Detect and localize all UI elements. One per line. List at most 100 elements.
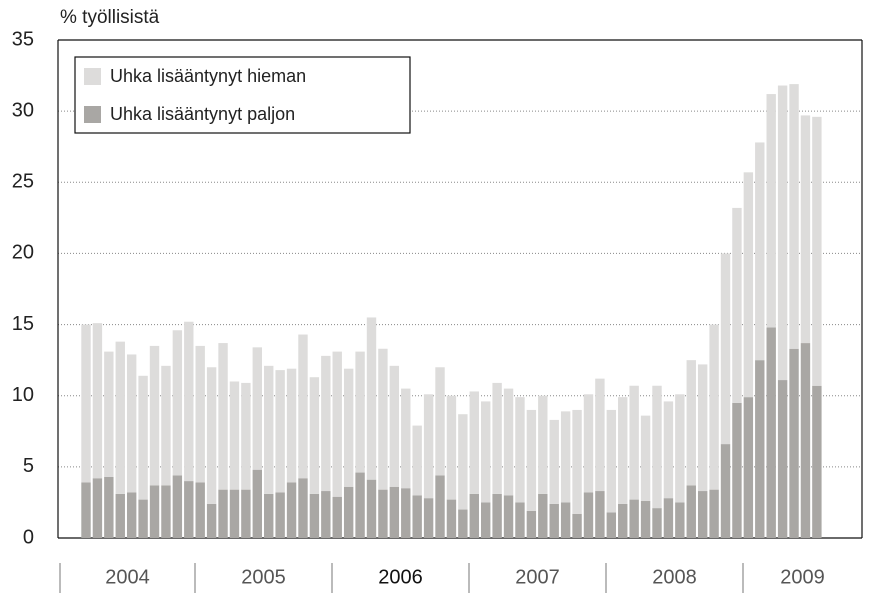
bar-segment — [435, 367, 445, 476]
bar-segment — [800, 343, 811, 538]
bar-segment — [229, 381, 240, 490]
bar-segment — [526, 510, 537, 538]
bar-segment — [389, 365, 400, 487]
bar-segment — [652, 385, 662, 509]
bar-segment — [526, 409, 537, 511]
bar-segment — [469, 391, 479, 494]
bar-segment — [629, 385, 639, 500]
bar-segment — [92, 478, 103, 538]
bar-segment — [606, 512, 617, 538]
legend-swatch — [84, 68, 101, 85]
bar-segment — [138, 375, 148, 500]
legend-swatch — [84, 106, 101, 123]
bar-segment — [503, 388, 514, 496]
bar-segment — [149, 345, 160, 486]
bar-segment — [652, 508, 662, 538]
bar-segment — [755, 360, 765, 538]
year-label: 2008 — [652, 566, 697, 588]
legend-box — [74, 56, 411, 134]
bar-segment — [538, 493, 548, 538]
bar-segment — [503, 495, 514, 538]
bar-segment — [766, 327, 776, 538]
bar-segment — [606, 409, 617, 513]
bar-segment — [241, 382, 251, 490]
y-tick-label: 20 — [12, 242, 34, 264]
bar-segment — [812, 385, 822, 538]
bar-segment — [538, 395, 548, 494]
bar-segment — [663, 401, 674, 499]
bar-segment — [366, 317, 377, 480]
bar-segment — [755, 142, 765, 361]
bar-segment — [663, 498, 674, 538]
bar-segment — [309, 493, 320, 538]
bar-segment — [423, 498, 434, 538]
bar-segment — [640, 415, 651, 502]
bar-segment — [618, 503, 628, 538]
bar-segment — [572, 409, 582, 514]
bar-segment — [675, 394, 685, 503]
year-label: 2005 — [241, 566, 286, 588]
bar-segment — [161, 485, 171, 538]
bar-segment — [401, 388, 411, 489]
bar-segment — [366, 479, 377, 538]
year-label: 2009 — [780, 566, 825, 588]
bar-segment — [115, 493, 125, 538]
y-tick-label: 5 — [23, 455, 34, 477]
bar-segment — [149, 485, 160, 538]
bar-segment — [286, 482, 297, 538]
bar-segment — [732, 402, 742, 538]
bar-segment — [275, 370, 285, 493]
bar-segment — [252, 347, 262, 470]
year-label: 2007 — [515, 566, 560, 588]
bar-segment — [709, 489, 719, 538]
y-tick-label: 0 — [23, 526, 34, 548]
bar-segment — [104, 351, 114, 477]
bar-segment — [195, 482, 205, 538]
bar-segment — [355, 472, 365, 538]
bar-segment — [515, 397, 525, 503]
bar-segment — [481, 401, 491, 503]
bar-segment — [549, 503, 559, 538]
legend-label: Uhka lisääntynyt hieman — [110, 66, 306, 86]
bar-segment — [321, 355, 331, 492]
y-tick-label: 10 — [12, 384, 34, 406]
bar-segment — [206, 503, 217, 538]
year-label: 2004 — [105, 566, 150, 588]
bar-segment — [492, 493, 502, 538]
bar-segment — [697, 364, 708, 492]
bar-segment — [812, 116, 822, 386]
bar-segment — [218, 343, 228, 490]
bar-segment — [92, 323, 103, 479]
bar-segment — [172, 475, 183, 538]
bar-segment — [195, 345, 205, 483]
bar-segment — [184, 481, 194, 538]
bar-segment — [766, 94, 776, 328]
legend-label: Uhka lisääntynyt paljon — [110, 104, 295, 124]
bar-segment — [264, 493, 274, 538]
bar-segment — [789, 84, 799, 349]
y-tick-label: 25 — [12, 171, 34, 193]
bar-segment — [309, 377, 320, 494]
bar-segment — [743, 172, 754, 398]
bar-segment — [789, 348, 799, 538]
bar-segment — [126, 354, 137, 493]
bar-segment — [720, 444, 731, 538]
bar-segment — [81, 324, 91, 483]
bar-segment — [458, 509, 468, 538]
bar-segment — [595, 378, 605, 492]
bar-segment — [697, 491, 708, 538]
bars — [81, 84, 822, 538]
bar-segment — [777, 85, 788, 381]
bar-segment — [298, 478, 308, 538]
bar-segment — [560, 411, 571, 503]
bar-segment — [709, 324, 719, 490]
bar-segment — [492, 382, 502, 494]
bar-segment — [412, 425, 422, 496]
bar-segment — [412, 495, 422, 538]
bar-segment — [446, 499, 457, 538]
bar-segment — [629, 499, 639, 538]
bar-segment — [595, 491, 605, 538]
bar-segment — [298, 334, 308, 479]
bar-segment — [583, 492, 594, 538]
